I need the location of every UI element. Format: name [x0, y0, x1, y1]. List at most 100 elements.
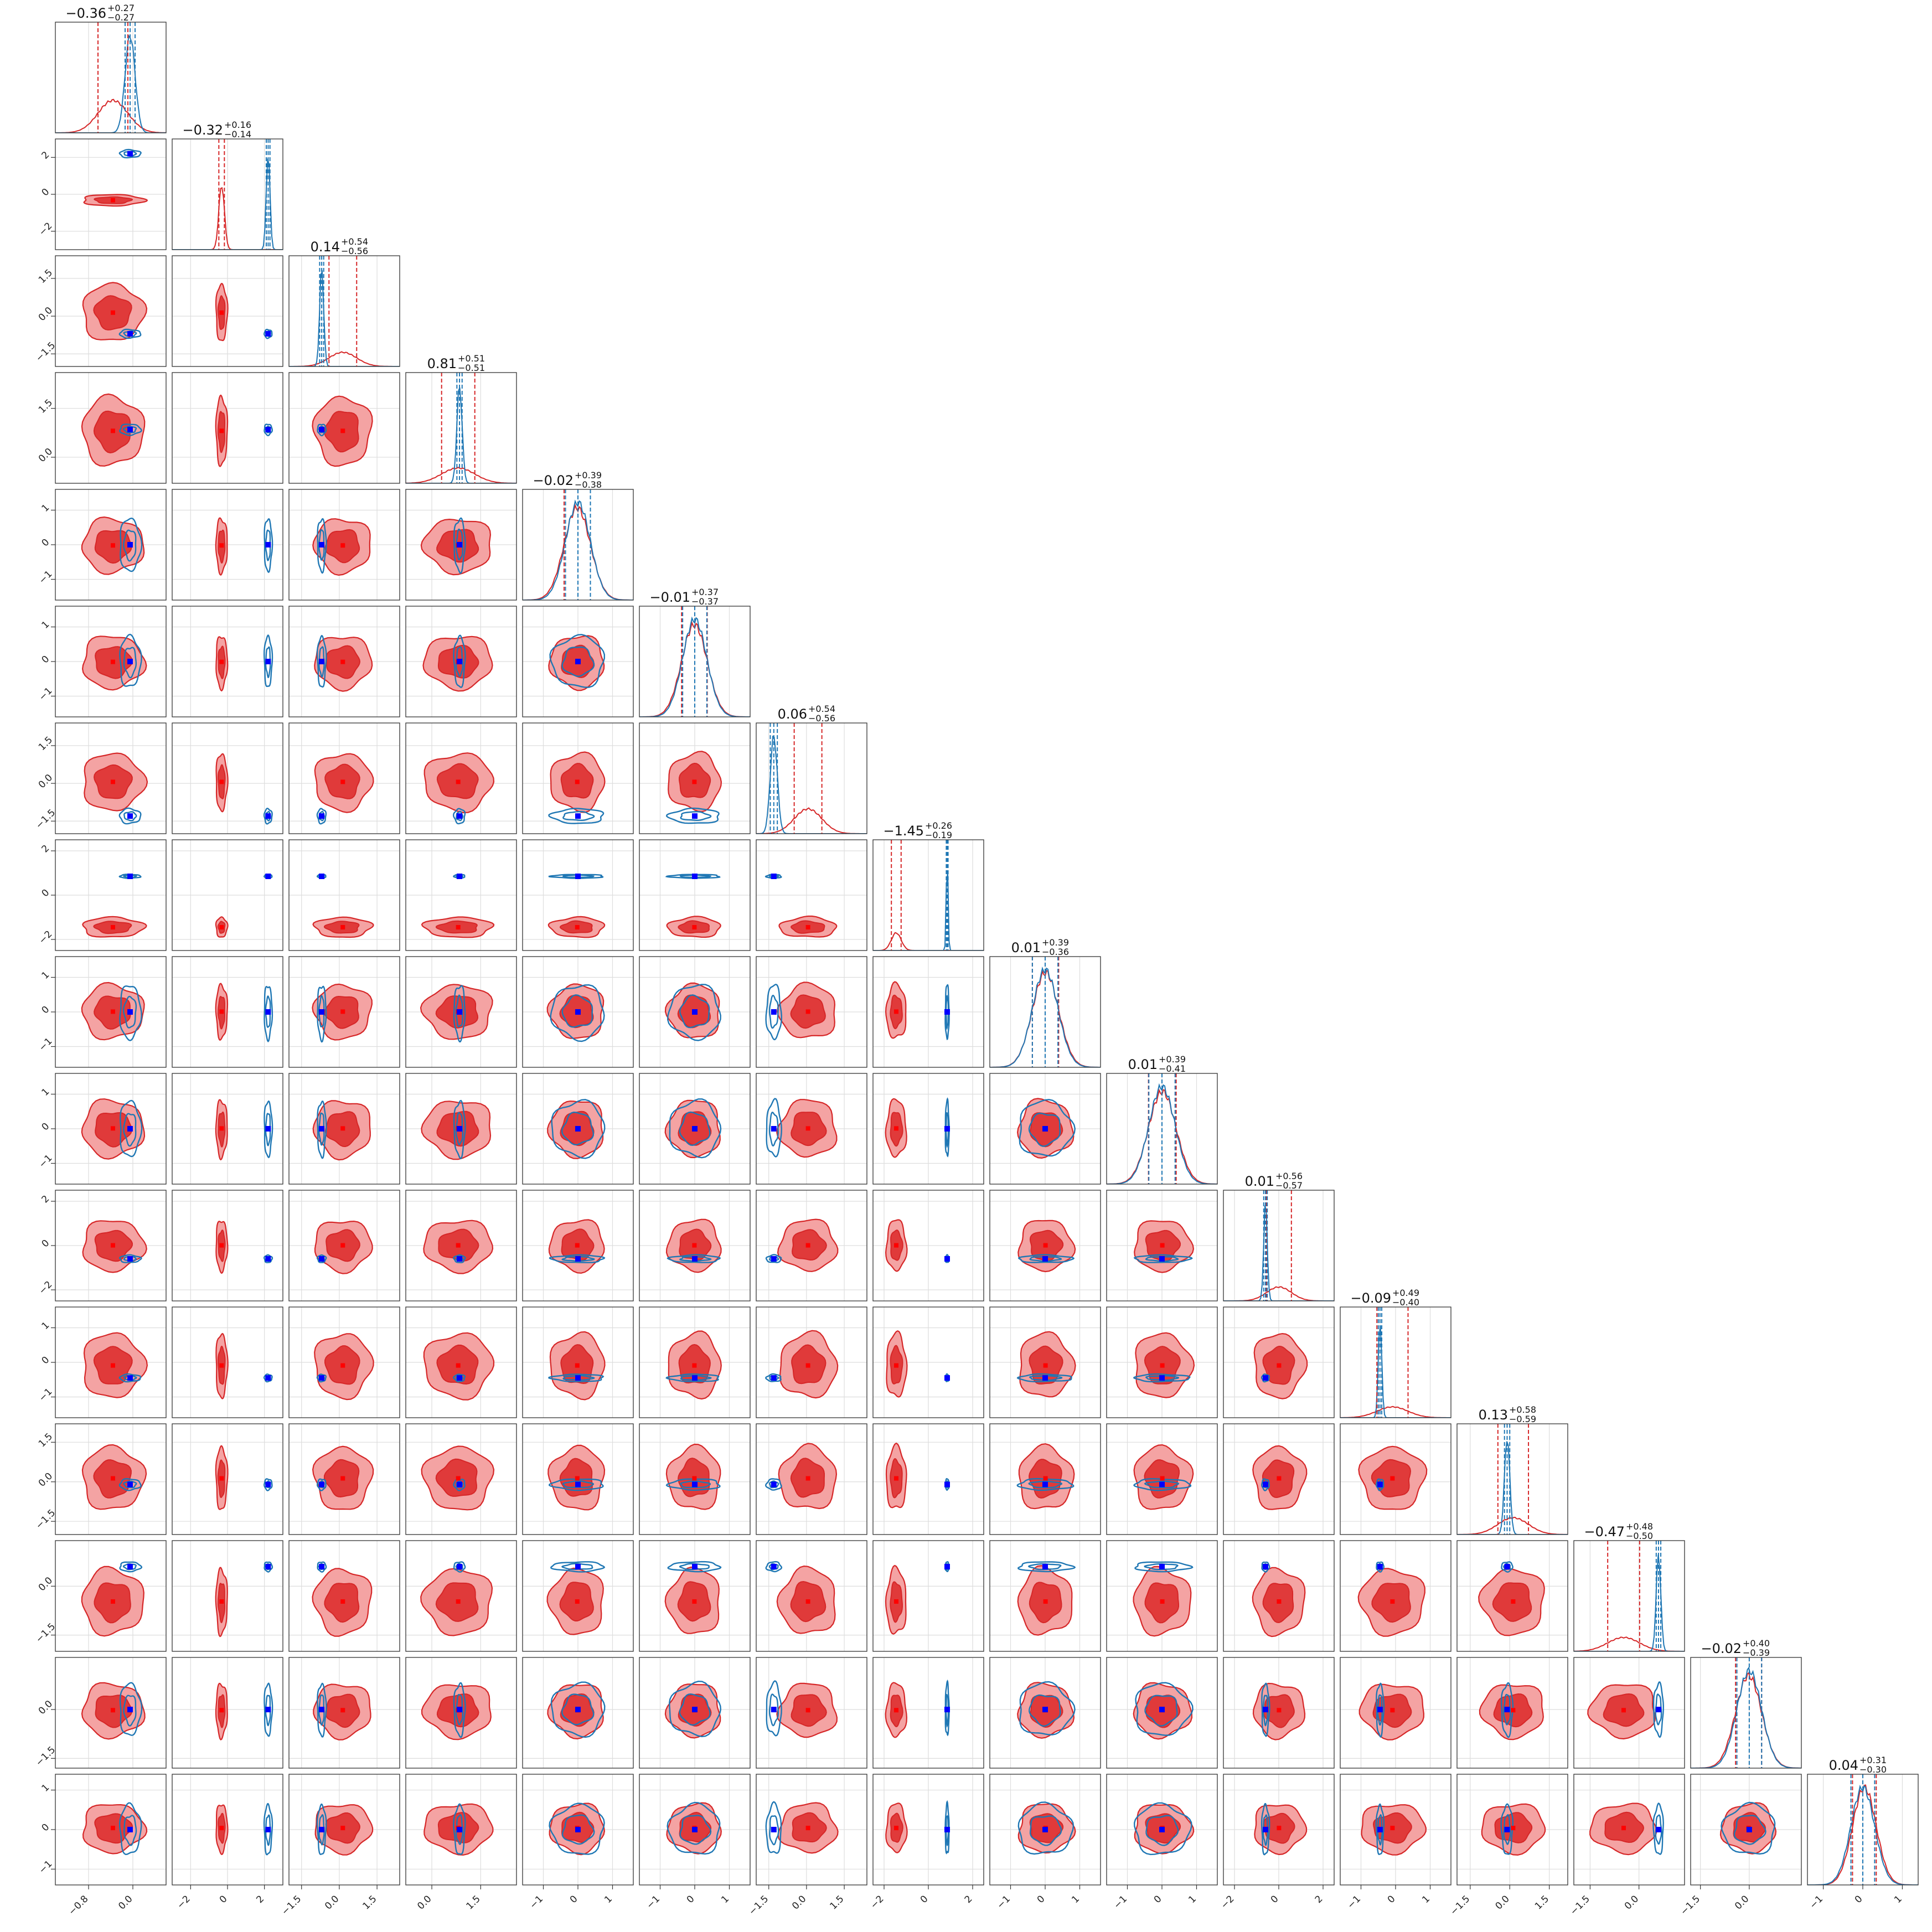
blue-contour-outer	[1261, 1803, 1270, 1856]
red-point	[1511, 1599, 1516, 1604]
contour-panel-15-0: −1 0 1 −0.8 0.0	[37, 1774, 167, 1918]
blue-contour-outer	[549, 634, 605, 688]
diag-title-median: 0.14	[311, 239, 340, 255]
blue-point	[265, 1481, 271, 1487]
panel-frame	[1106, 1423, 1218, 1535]
x-tick-label: −0.8	[66, 1893, 90, 1917]
panel-frame	[1223, 1306, 1335, 1418]
x-tick-label: 2	[963, 1893, 975, 1905]
contour-panel-13-1	[172, 1540, 283, 1652]
blue-contour-inner	[1029, 1256, 1062, 1262]
red-point	[1160, 1476, 1165, 1481]
contour-panel-10-6	[756, 1190, 867, 1301]
panel-frame	[55, 1423, 167, 1535]
panel-frame	[172, 1657, 283, 1769]
blue-contour-inner	[123, 1113, 137, 1147]
red-point	[219, 1476, 224, 1481]
blue-contour-inner	[123, 330, 137, 337]
blue-point	[319, 1564, 325, 1570]
red-point	[219, 925, 224, 929]
diag-title-minus: −0.36	[1042, 947, 1069, 957]
blue-point	[771, 1564, 777, 1570]
contour-panel-15-12: −1.5 0.0 1.5	[1448, 1774, 1568, 1918]
contour-panel-14-12	[1456, 1657, 1568, 1769]
y-tick-label: 2	[40, 149, 52, 162]
panel-frame	[1106, 1073, 1218, 1185]
panel-frame	[639, 1657, 751, 1769]
panel-frame	[1223, 1540, 1335, 1652]
blue-contour-outer	[453, 1803, 466, 1855]
y-tick-label: 1.5	[37, 735, 55, 753]
blue-contour-outer	[264, 518, 273, 574]
blue-contour-outer	[1261, 1561, 1270, 1573]
blue-contour-inner	[1027, 1563, 1062, 1571]
y-tick-label: −1	[37, 1386, 55, 1404]
panel-frame	[989, 956, 1101, 1068]
red-point	[805, 1243, 810, 1248]
blue-point	[127, 1564, 133, 1570]
contour-panel-2-1	[172, 255, 283, 367]
blue-contour-outer	[1017, 1801, 1075, 1855]
diag-title-minus: −0.56	[341, 246, 368, 256]
contour-panel-15-11: −1 0 1	[1340, 1774, 1451, 1911]
blue-point	[319, 1481, 325, 1487]
blue-point	[771, 1126, 777, 1132]
diag-title-plus: +0.54	[341, 236, 368, 247]
x-tick-label: 0.0	[323, 1893, 341, 1912]
contour-panel-12-0: −1.5 0.0 1.5	[34, 1423, 167, 1535]
red-point	[219, 1708, 224, 1713]
panel-frame	[1340, 1657, 1451, 1769]
blue-point	[575, 659, 581, 664]
panel-frame	[989, 1073, 1101, 1185]
blue-contour-inner	[456, 810, 464, 822]
blue-contour-outer	[453, 1099, 466, 1159]
blue-point	[319, 1126, 325, 1132]
blue-contour-inner	[1028, 1113, 1061, 1147]
blue-point	[265, 874, 271, 879]
panel-frame	[756, 839, 867, 951]
y-tick-label: 0.0	[37, 1471, 55, 1489]
contour-panel-8-2	[288, 956, 400, 1068]
x-tick-label: −1.5	[747, 1893, 771, 1917]
red-point	[111, 1126, 115, 1131]
blue-contour-outer	[119, 1099, 143, 1158]
diag-title-median: −0.02	[1701, 1641, 1742, 1656]
blue-contour-outer	[453, 985, 466, 1043]
blue-contour-outer	[1652, 1802, 1664, 1855]
contour-panel-13-0: −1.5 0.0	[34, 1540, 167, 1652]
histogram-panel-4: −0.02 +0.39−0.38	[522, 470, 634, 601]
contour-panel-15-6: −1.5 0.0 1.5	[747, 1774, 867, 1918]
contour-panel-11-5	[639, 1306, 751, 1418]
x-tick-label: 0.0	[116, 1893, 135, 1912]
x-tick-label: 0.0	[415, 1893, 433, 1912]
red-point	[692, 925, 697, 929]
blue-point	[575, 813, 581, 819]
blue-contour-inner	[562, 874, 595, 878]
blue-point	[457, 1707, 463, 1713]
x-tick-label: −1.5	[1448, 1893, 1472, 1917]
contour-panel-14-5	[639, 1657, 751, 1769]
contour-panel-13-7	[872, 1540, 984, 1652]
contour-panel-9-4	[522, 1073, 634, 1185]
contour-panel-11-10	[1223, 1306, 1335, 1418]
diag-title-plus: +0.56	[1275, 1171, 1303, 1181]
blue-contour-outer	[1133, 1478, 1192, 1491]
red-point	[894, 1599, 898, 1604]
y-tick-label: 0.0	[37, 446, 55, 464]
x-tick-label: 0.0	[1494, 1893, 1512, 1912]
panel-frame	[989, 1190, 1101, 1301]
red-point	[692, 1599, 697, 1604]
blue-contour-inner	[769, 1815, 779, 1846]
blue-contour-inner	[1144, 1480, 1180, 1489]
contour-panel-3-2	[288, 372, 400, 484]
panel-frame	[55, 1657, 167, 1769]
red-point	[111, 1243, 115, 1248]
red-point	[340, 1599, 345, 1604]
contour-panel-13-10	[1223, 1540, 1335, 1652]
blue-point	[944, 1707, 950, 1713]
blue-contour-outer	[765, 1373, 782, 1382]
diag-title-median: 0.06	[778, 706, 807, 722]
blue-contour-outer	[1376, 1682, 1385, 1738]
contour-panel-12-2	[288, 1423, 400, 1535]
